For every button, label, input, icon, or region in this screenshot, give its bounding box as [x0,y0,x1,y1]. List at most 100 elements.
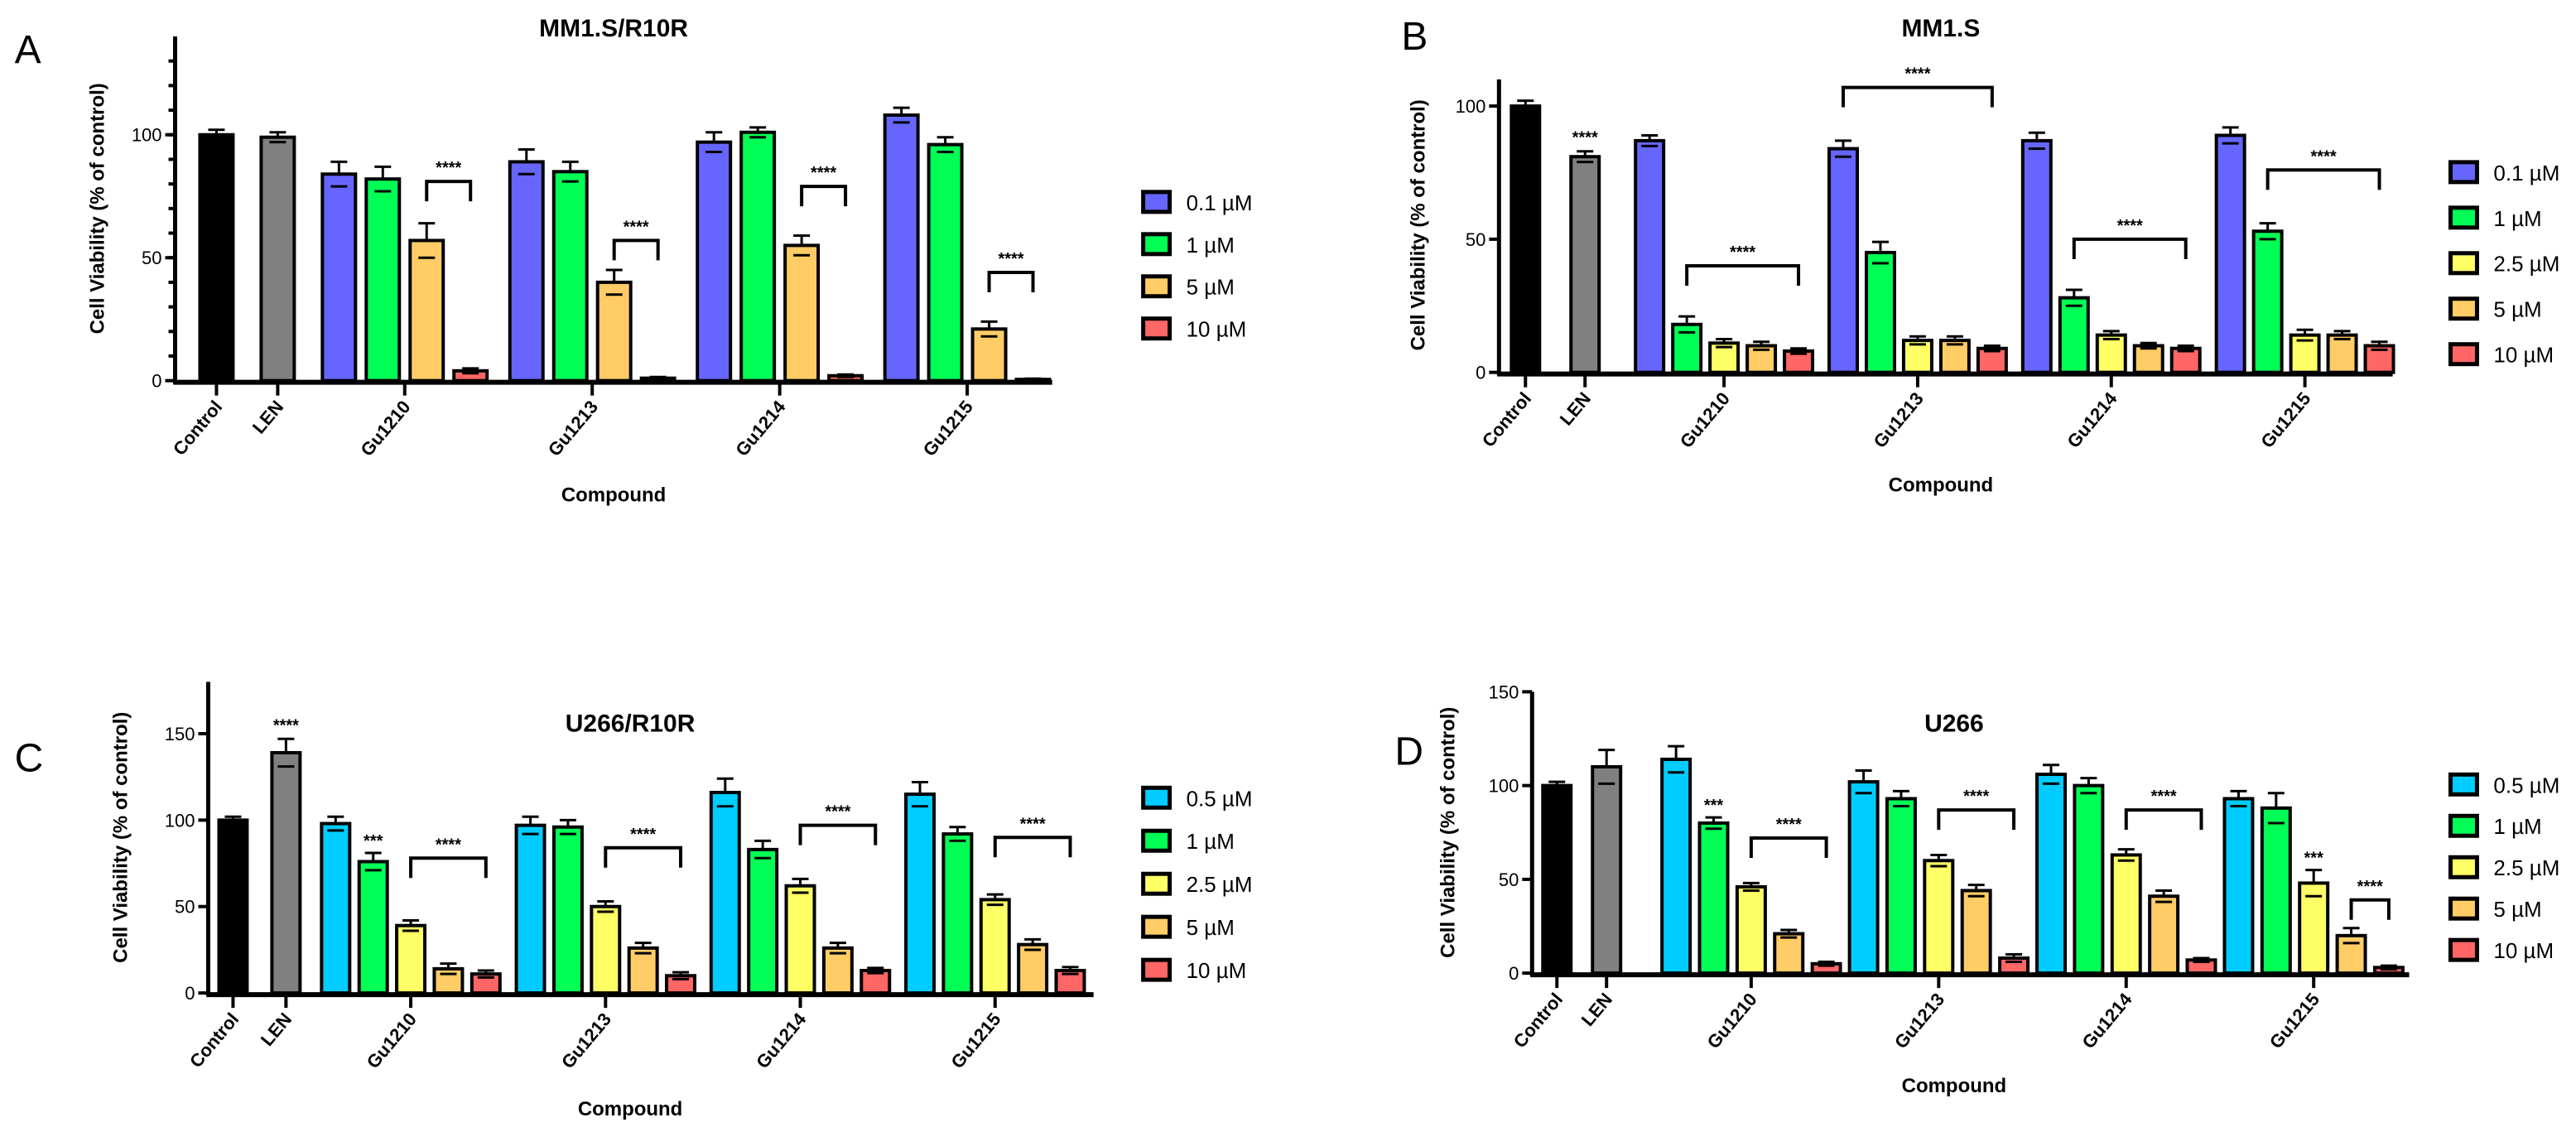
bar-gu1210-1 [1697,821,1730,975]
legend-label: 1 µM [2493,814,2541,839]
bar-gu1214-2 [783,243,821,383]
bar-gu1213-0 [508,160,545,383]
significance-label: **** [2151,788,2177,806]
bar-gu1210-4 [1810,961,1842,975]
bar-gu1214-2 [784,884,816,995]
bar-gu1215-0 [883,113,920,383]
bar-gu1210-0 [320,172,358,383]
chart-title: U266 [1924,710,1984,737]
significance-label: *** [364,832,383,850]
bar-gu1214-2 [2110,853,2142,975]
bar-gu1214-1 [2073,783,2105,975]
x-tick-label: Gu1214 [2078,989,2136,1053]
legend-swatch [1141,957,1172,982]
significance-label: **** [436,836,461,854]
significance-label: *** [2304,850,2324,868]
bar-len [270,750,302,995]
x-tick-label: Control [185,1009,243,1072]
significance-label: **** [2311,147,2337,166]
panel-b: B MM1.S 0 50 100 Cell Viability (% of control… [1401,15,2559,497]
x-axis-label: Compound [578,1098,682,1120]
significance-bracket [1685,264,1801,287]
bar-control [217,818,249,995]
bar-gu1213-1 [551,825,584,995]
bar-gu1214-2 [2095,333,2127,374]
legend-swatch [2448,296,2479,321]
y-tick-label: 150 [1489,682,1519,702]
y-tick-label: 150 [165,724,195,744]
bar-gu1215-2 [2289,333,2321,374]
x-tick-label: Gu1210 [356,397,414,460]
legend-label: 10 µM [1187,958,1247,983]
x-tick-label: LEN [1556,388,1595,430]
x-axis-label: Compound [1902,1075,2006,1097]
bar-gu1213-1 [551,170,589,383]
panel-a: A MM1.S/R10R 0 50 100 Cell Viability (% of co… [15,15,1253,507]
bar-gu1214-1 [747,847,779,995]
significance-label: **** [624,218,649,236]
y-tick-label: 0 [1476,363,1485,383]
bar-control [198,132,235,383]
bar-gu1214-0 [696,140,733,383]
bar-gu1210-3 [1773,932,1805,975]
legend-label: 0.1 µM [2493,161,2559,185]
significance-label: *** [1704,797,1724,815]
legend-label: 10 µM [2493,938,2554,963]
significance-label: **** [1963,788,1989,806]
x-tick-label: Gu1215 [919,397,977,460]
legend-label: 5 µM [2493,897,2541,922]
significance-bracket [612,238,660,261]
significance-label: **** [1776,816,1802,834]
legend-swatch [1141,274,1172,299]
significance-label: **** [2117,217,2143,235]
bar-gu1210-0 [1660,757,1692,975]
y-tick-label: 50 [1466,229,1485,250]
bar-gu1210-1 [364,177,402,383]
significance-bracket [798,823,878,845]
bar-gu1214-4 [859,968,892,995]
legend-label: 5 µM [2493,297,2541,322]
x-tick-label: Gu1215 [2256,388,2314,452]
bar-gu1215-3 [1017,942,1049,995]
legend-swatch [1141,190,1172,214]
legend-label: 5 µM [1187,275,1235,300]
bar-gu1213-2 [595,280,633,383]
legend-label: 1 µM [1187,233,1235,258]
significance-bracket [604,845,683,868]
legend-label: 0.5 µM [1187,786,1253,811]
y-tick-label: 0 [152,371,161,392]
x-tick-label: Gu1213 [557,1009,615,1072]
significance-bracket [1937,808,2016,831]
bar-gu1214-3 [821,946,854,995]
legend-label: 0.5 µM [2493,773,2559,797]
significance-label: **** [811,164,836,182]
bar-gu1210-2 [408,238,445,383]
x-tick-label: LEN [257,1009,296,1050]
legend-swatch [2448,896,2479,921]
bar-gu1214-3 [2148,894,2180,975]
bar-gu1213-1 [1864,250,1896,374]
chart-title: MM1.S [1901,15,1980,42]
bar-control [1541,783,1573,975]
bar-gu1210-1 [357,860,389,995]
y-tick-label: 100 [1489,776,1519,797]
significance-bracket [2349,898,2391,920]
x-tick-label: Gu1215 [946,1009,1004,1072]
bar-gu1215-2 [979,898,1011,995]
legend-swatch [1141,828,1172,853]
bar-gu1215-1 [2251,229,2284,374]
legend-label: 1 µM [2493,206,2541,231]
bar-gu1215-0 [2222,797,2255,975]
legend-label: 0.1 µM [1187,190,1253,215]
bar-gu1215-2 [2298,881,2330,975]
y-tick-label: 50 [142,248,161,268]
x-tick-label: Control [169,397,226,460]
significance-label: **** [2357,878,2383,896]
x-tick-label: Gu1213 [1890,989,1948,1053]
legend-swatch [1141,785,1172,810]
bar-gu1214-0 [2035,773,2068,975]
bar-gu1213-0 [1827,147,1859,374]
legend-label: 10 µM [1187,317,1247,342]
bar-gu1210-0 [1634,138,1666,374]
significance-bracket [800,185,848,207]
